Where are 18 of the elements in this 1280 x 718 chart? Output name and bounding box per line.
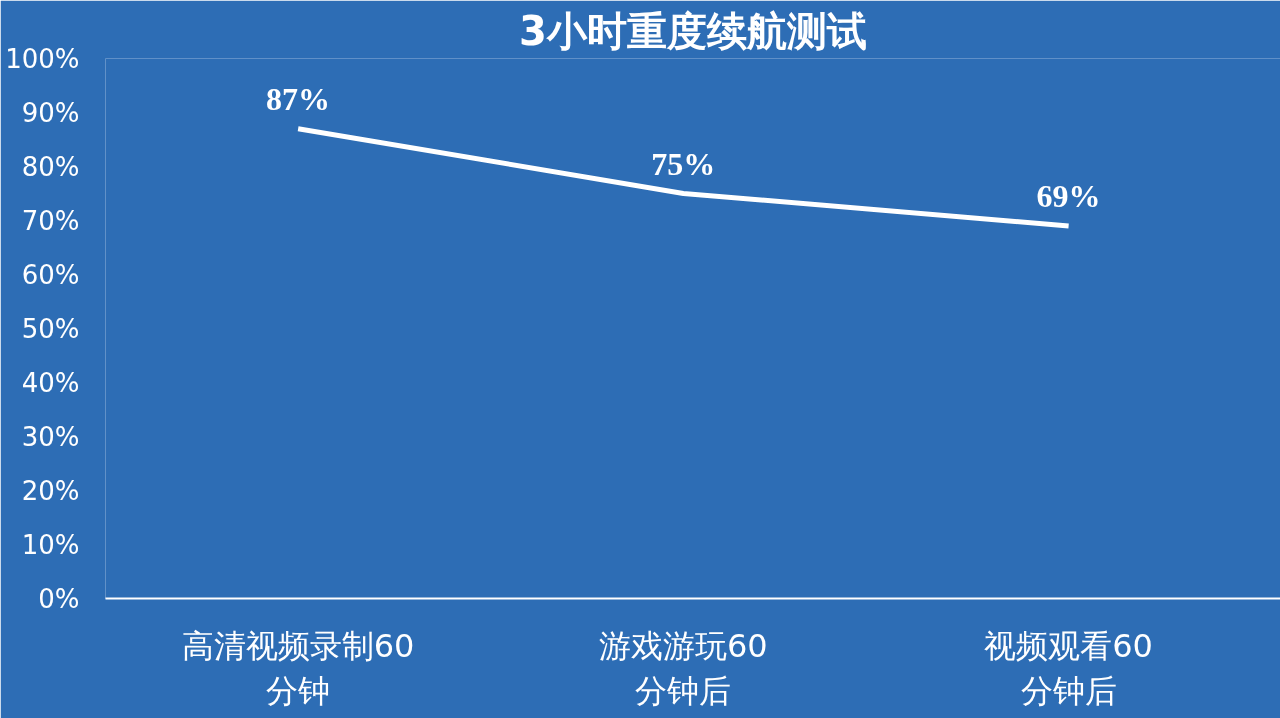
y-tick-label: 90% [21, 97, 80, 128]
y-tick-label: 0% [38, 583, 80, 614]
y-tick-label: 20% [21, 475, 80, 506]
y-tick-label: 10% [21, 529, 80, 560]
data-label: 75% [651, 145, 716, 182]
y-tick-label: 80% [21, 151, 80, 182]
x-tick-label: 高清视频录制60 分钟 [181, 626, 415, 711]
data-label: 87% [266, 80, 331, 117]
x-tick-label: 游戏游玩60 分钟后 [599, 626, 768, 711]
y-tick-label: 70% [21, 205, 80, 236]
y-tick-label: 60% [21, 259, 80, 290]
x-tick-label: 视频观看60 分钟后 [984, 626, 1153, 711]
y-tick-label: 50% [21, 313, 80, 344]
data-label: 69% [1036, 177, 1101, 214]
y-tick-label: 40% [21, 367, 80, 398]
y-tick-label: 30% [21, 421, 80, 452]
chart-title: 3小时重度续航测试 [519, 7, 867, 54]
y-tick-label: 100% [5, 43, 80, 74]
